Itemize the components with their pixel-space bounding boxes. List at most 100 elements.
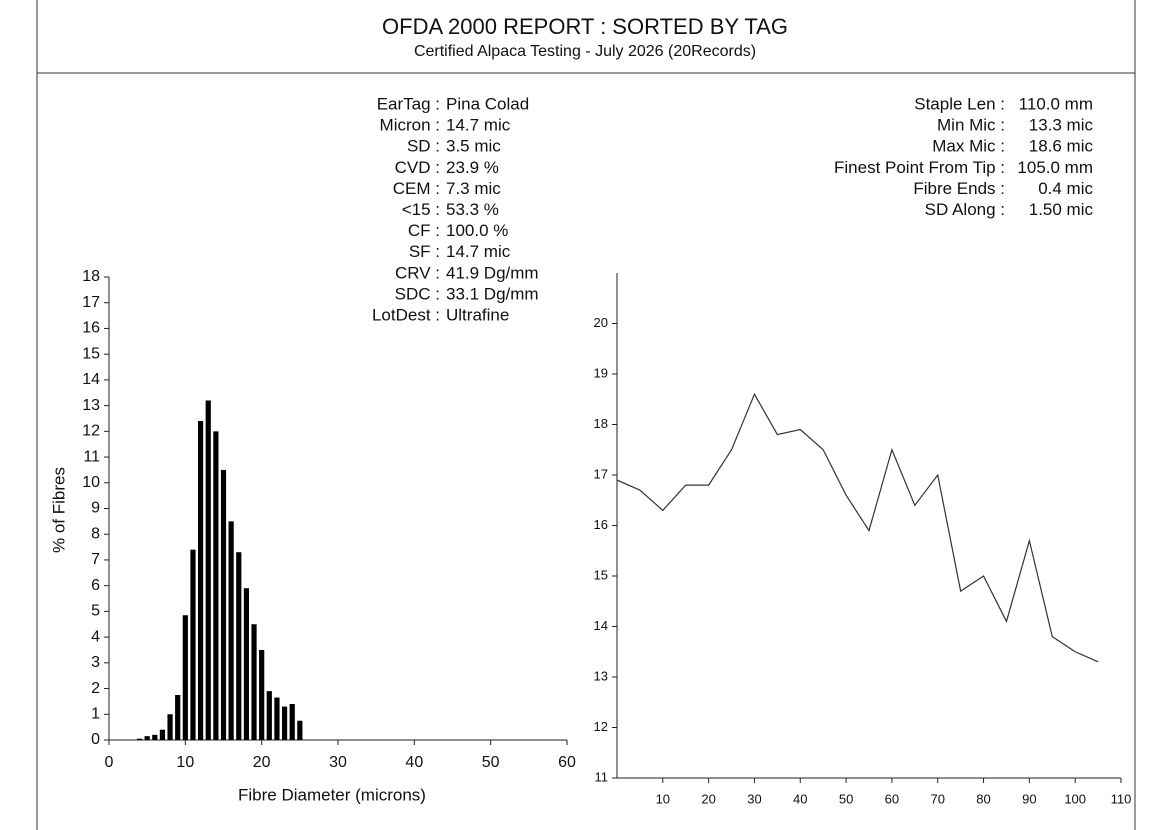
bar: [190, 549, 196, 740]
x-tick-label: 60: [558, 754, 576, 771]
x-tick-label: 30: [747, 791, 761, 806]
x-tick-label: 10: [656, 791, 670, 806]
stat-value: 14.7 mic: [446, 116, 511, 135]
y-tick-label: 16: [594, 517, 608, 532]
stat-value: 13.3 mic: [1029, 116, 1094, 135]
stat-value: Ultrafine: [446, 305, 509, 324]
stat-value: 7.3 mic: [446, 179, 501, 198]
y-tick-label: 14: [594, 618, 608, 633]
stat-value: 1.50 mic: [1029, 200, 1094, 219]
x-tick-label: 100: [1064, 791, 1086, 806]
y-tick-label: 9: [91, 500, 100, 517]
x-tick-label: 20: [253, 754, 271, 771]
stat-label: Min Mic :: [937, 116, 1005, 135]
y-tick-label: 12: [82, 423, 100, 440]
report-subtitle: Certified Alpaca Testing - July 2026 (20…: [414, 43, 756, 60]
y-tick-label: 16: [82, 320, 100, 337]
bar: [259, 649, 265, 740]
stat-value: 23.9 %: [446, 158, 499, 177]
y-tick-label: 18: [594, 416, 608, 431]
y-tick-label: 0: [91, 731, 100, 748]
y-tick-label: 4: [91, 628, 100, 645]
bar: [175, 694, 181, 740]
stat-label: SDC :: [395, 284, 440, 303]
report-title: OFDA 2000 REPORT : SORTED BY TAG: [382, 14, 788, 39]
bar: [220, 469, 227, 740]
stat-label: Finest Point From Tip :: [834, 158, 1005, 177]
y-tick-label: 2: [91, 680, 100, 697]
y-tick-label: 10: [82, 474, 100, 491]
y-axis-label: % of Fibres: [49, 467, 68, 553]
bar: [228, 521, 234, 740]
stat-value: 0.4 mic: [1038, 179, 1093, 198]
y-tick-label: 15: [82, 345, 100, 362]
x-tick-label: 90: [1022, 791, 1036, 806]
y-tick-label: 6: [91, 577, 100, 594]
bar: [274, 697, 280, 740]
stat-label: Staple Len :: [914, 94, 1005, 113]
y-tick-label: 13: [594, 668, 608, 683]
stat-label: CF :: [408, 221, 440, 240]
bar: [251, 624, 257, 740]
x-tick-label: 50: [839, 791, 853, 806]
x-tick-label: 60: [885, 791, 899, 806]
stat-label: SF :: [409, 242, 440, 261]
stat-value: 53.3 %: [446, 200, 499, 219]
stat-value: 14.7 mic: [446, 242, 511, 261]
y-tick-label: 18: [82, 268, 100, 285]
bar: [213, 431, 219, 740]
x-tick-label: 40: [793, 791, 807, 806]
x-tick-label: 110: [1111, 791, 1132, 806]
y-tick-label: 20: [594, 315, 608, 330]
x-axis-label: Fibre Diameter (microns): [238, 785, 426, 804]
y-tick-label: 1: [91, 705, 100, 722]
stat-label: CRV :: [395, 263, 440, 282]
stat-value: 33.1 Dg/mm: [446, 284, 539, 303]
x-tick-label: 80: [976, 791, 990, 806]
y-tick-label: 11: [83, 448, 100, 465]
y-tick-label: 5: [91, 603, 100, 620]
bar: [297, 720, 303, 740]
y-tick-label: 15: [594, 567, 608, 582]
x-tick-label: 0: [105, 754, 114, 771]
bar: [205, 400, 211, 740]
bar: [136, 738, 143, 740]
y-tick-label: 7: [91, 551, 100, 568]
y-tick-label: 13: [82, 397, 100, 414]
stat-label: EarTag :: [377, 94, 440, 113]
stat-label: <15 :: [402, 200, 440, 219]
stat-label: LotDest :: [372, 305, 440, 324]
y-tick-label: 17: [82, 294, 100, 311]
stat-label: Max Mic :: [932, 137, 1005, 156]
stat-label: CEM :: [393, 179, 440, 198]
bar: [289, 703, 295, 740]
bar: [159, 729, 166, 740]
line: [616, 392, 1099, 663]
stat-value: 105.0 mm: [1017, 158, 1093, 177]
x-tick-label: 50: [482, 754, 500, 771]
stat-label: SD :: [407, 137, 440, 156]
y-tick-label: 8: [91, 525, 100, 542]
x-tick-label: 10: [176, 754, 194, 771]
y-tick-label: 19: [594, 365, 608, 380]
x-tick-label: 70: [930, 791, 944, 806]
x-tick-label: 30: [329, 754, 347, 771]
x-tick-label: 40: [405, 754, 423, 771]
bar: [198, 421, 204, 740]
x-tick-label: 20: [701, 791, 715, 806]
bar: [243, 588, 249, 740]
bar: [144, 736, 150, 740]
bar: [236, 552, 242, 740]
stat-label: Fibre Ends :: [913, 179, 1005, 198]
stat-label: Micron :: [380, 116, 440, 135]
bar: [281, 706, 288, 740]
y-tick-label: 12: [594, 719, 608, 734]
stat-value: 100.0 %: [446, 221, 508, 240]
stat-label: SD Along :: [925, 200, 1005, 219]
y-tick-label: 17: [594, 466, 608, 481]
stat-label: CVD :: [395, 158, 440, 177]
stat-value: 3.5 mic: [446, 137, 501, 156]
bar: [167, 714, 173, 740]
bar: [152, 734, 158, 740]
